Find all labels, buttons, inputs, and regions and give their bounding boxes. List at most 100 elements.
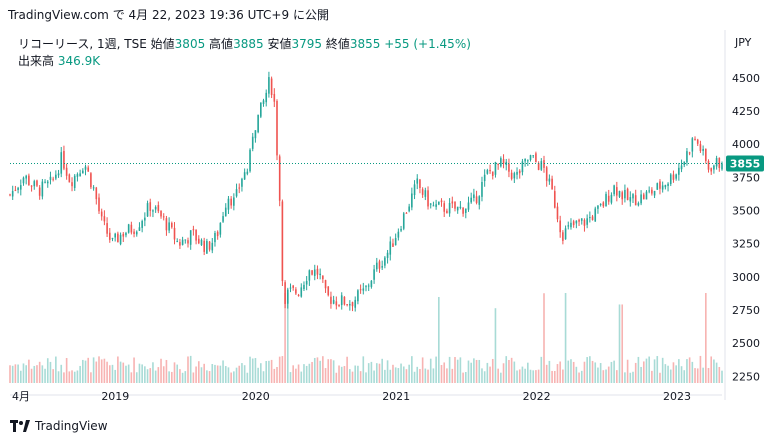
volume-bar	[79, 365, 81, 383]
last-price-badge	[726, 155, 764, 172]
volume-bar	[653, 359, 656, 383]
brand-footer[interactable]: TradingView	[10, 419, 108, 433]
volume-bar	[87, 357, 90, 383]
candle-body	[429, 203, 432, 205]
candle-body	[551, 178, 553, 190]
candle-body	[11, 190, 14, 197]
volume-bar	[483, 371, 486, 383]
volume-bar	[46, 358, 49, 383]
volume-bar	[678, 359, 680, 383]
candle-body	[402, 213, 405, 229]
y-tick-label: 3500	[732, 205, 760, 218]
candle-body	[281, 201, 284, 282]
y-tick-label: 3000	[732, 271, 760, 284]
volume-bar	[65, 358, 68, 383]
candle-body	[303, 284, 305, 290]
volume-bar	[216, 365, 219, 383]
volume-bar	[683, 370, 686, 383]
candle-body	[497, 163, 499, 165]
volume-bar	[346, 356, 348, 383]
volume-bar	[311, 361, 313, 383]
volume-bar	[208, 371, 211, 383]
volume-bar	[661, 357, 664, 383]
volume-bar	[680, 366, 683, 383]
candle-body	[618, 191, 621, 197]
candle-body	[505, 161, 508, 166]
low-label: 安値	[267, 37, 292, 51]
volume-bar	[149, 368, 152, 383]
volume-bar	[154, 370, 157, 383]
volume-bar	[648, 356, 650, 383]
candle-body	[607, 195, 610, 202]
candle-body	[702, 148, 704, 151]
volume-bar	[473, 358, 475, 383]
volume-bar	[90, 372, 92, 383]
volume-bar	[327, 359, 330, 383]
volume-bar	[432, 368, 435, 383]
high-value: 3885	[233, 37, 264, 51]
candle-body	[448, 203, 451, 214]
close-value: 3855	[349, 37, 381, 51]
volume-bar	[562, 369, 564, 383]
volume-bar	[38, 361, 41, 383]
volume-bar	[375, 363, 378, 383]
tradingview-logo-icon	[10, 420, 30, 432]
volume-bar	[378, 363, 381, 383]
candle-body	[510, 172, 513, 179]
volume-bar	[456, 359, 459, 383]
volume-bar	[642, 361, 645, 383]
candle-body	[38, 187, 41, 196]
volume-bar	[510, 357, 513, 383]
volume-bar	[95, 361, 98, 383]
close-label: 終値	[325, 37, 350, 51]
candle-body	[705, 148, 707, 162]
candle-body	[106, 223, 108, 234]
candle-body	[696, 139, 699, 144]
x-tick-label: 2020	[242, 390, 270, 403]
volume-bar	[416, 366, 419, 383]
low-value: 3795	[291, 37, 322, 51]
volume-bar	[200, 367, 203, 383]
volume-bar	[440, 364, 443, 383]
volume-bar	[300, 371, 303, 383]
x-tick-label: 2019	[101, 390, 129, 403]
volume-bar	[475, 359, 478, 383]
candle-body	[699, 144, 702, 151]
volume-bars	[9, 293, 723, 383]
candle-body	[343, 296, 346, 305]
volume-bar	[160, 358, 162, 383]
volume-bar	[618, 304, 621, 383]
volume-bar	[289, 372, 292, 383]
volume-bar	[602, 370, 605, 383]
candle-body	[386, 252, 389, 258]
volume-bar	[181, 372, 184, 383]
volume-bar	[265, 361, 268, 383]
candle-body	[168, 222, 170, 231]
volume-bar	[570, 359, 572, 383]
candle-body	[135, 231, 138, 235]
volume-bar	[610, 361, 613, 383]
currency-label: JPY	[734, 36, 752, 49]
candle-body	[591, 216, 594, 220]
candle-body	[713, 165, 715, 170]
volume-bar	[127, 364, 130, 383]
time-axis[interactable]: 4月 2019 2020 2021 2022 2023	[12, 390, 691, 403]
candle-body	[578, 219, 580, 222]
volume-bar	[686, 359, 688, 383]
volume-bar	[100, 359, 103, 383]
candle-body	[513, 173, 516, 179]
ohlc-legend: リコーリース, 1週, TSE 始値3805 高値3885 安値3795 終値3…	[18, 35, 471, 52]
volume-bar	[532, 370, 535, 383]
volume-bar	[319, 360, 321, 383]
candle-body	[486, 170, 489, 174]
price-axis[interactable]: 2250 2500 2750 3000 3250 3500 3750 4000 4250 4500	[732, 72, 760, 383]
volume-bar	[535, 370, 537, 383]
volume-bar	[354, 365, 357, 383]
candle-body	[30, 185, 33, 187]
high-label: 高値	[209, 37, 234, 51]
candle-body	[586, 218, 588, 225]
volume-bar	[211, 364, 214, 383]
volume-bar	[73, 371, 76, 383]
candle-body	[241, 178, 243, 187]
candle-body	[76, 174, 79, 177]
